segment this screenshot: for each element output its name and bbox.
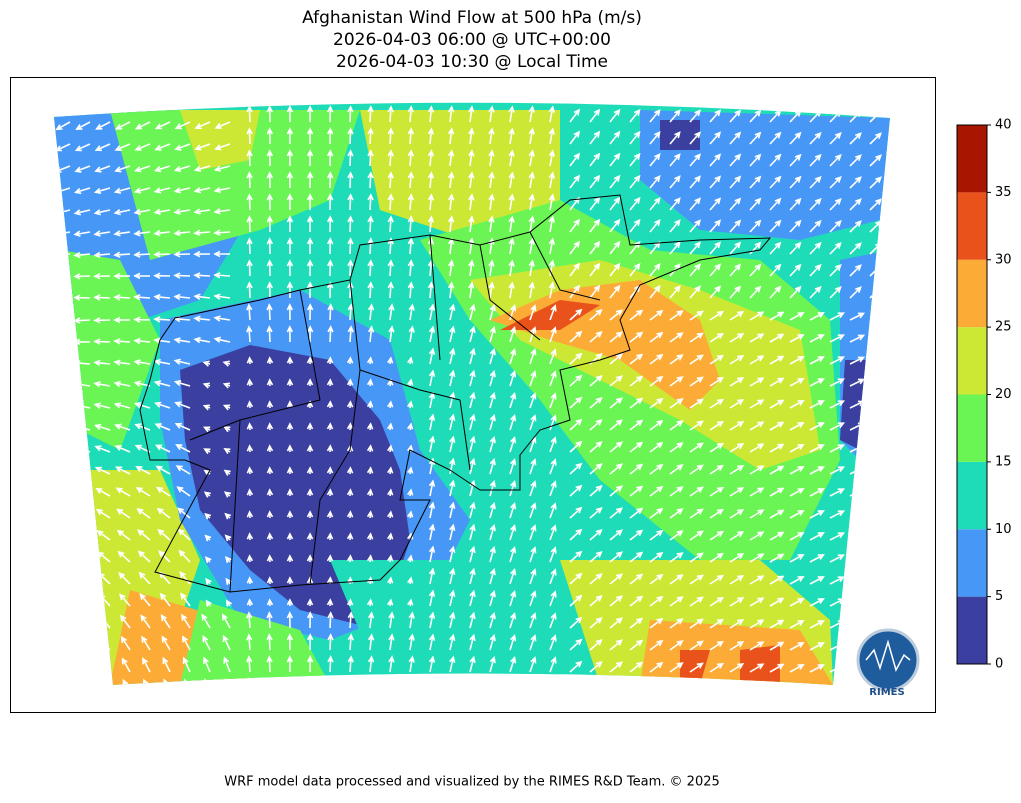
logo-wave <box>865 639 911 672</box>
country-borders <box>139 194 772 593</box>
colorbar-tick-label: 10 <box>995 522 1012 537</box>
wind-speed-field <box>54 102 890 685</box>
map-frame <box>10 77 936 713</box>
colorbar-segment <box>957 394 987 462</box>
arrow-field <box>54 102 890 685</box>
footer: WRF model data processed and visualized … <box>224 775 720 790</box>
logo-emblem <box>856 628 920 692</box>
colorbar-tick-label: 15 <box>995 454 1012 469</box>
colorbar: 0 5 10 15 20 25 30 35 40 <box>956 118 1012 672</box>
colorbar-tick-label: 0 <box>995 657 1003 672</box>
colorbar-tick-label: 30 <box>995 252 1012 267</box>
wind-arrows <box>54 102 890 685</box>
title-line: 2026-04-03 10:30 @ Local Time <box>336 52 608 72</box>
colorbar-segment <box>957 461 987 530</box>
colorbar-segment <box>957 192 987 260</box>
title-line: Afghanistan Wind Flow at 500 hPa (m/s) <box>302 8 642 28</box>
colorbar-tick-label: 35 <box>995 185 1012 200</box>
logo-text: RIMES <box>869 687 904 698</box>
colorbar-tick-label: 5 <box>995 589 1003 604</box>
colorbar-segment <box>957 596 987 664</box>
colorbar-tick-label: 25 <box>995 320 1012 335</box>
colorbar-segment <box>957 327 987 395</box>
title-line: 2026-04-03 06:00 @ UTC+00:00 <box>333 30 611 50</box>
colorbar-tick-label: 40 <box>995 118 1012 133</box>
colorbar-tick-label: 20 <box>995 387 1012 402</box>
colorbar-segment <box>957 125 987 193</box>
colorbar-segment <box>957 259 987 328</box>
logo: RIMES <box>856 628 920 698</box>
colorbar-segment <box>957 529 987 597</box>
